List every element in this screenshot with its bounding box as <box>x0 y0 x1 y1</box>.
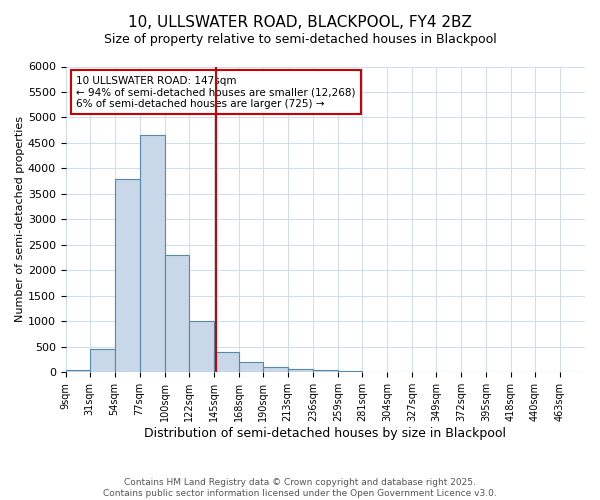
Text: 10 ULLSWATER ROAD: 147sqm
← 94% of semi-detached houses are smaller (12,268)
6% : 10 ULLSWATER ROAD: 147sqm ← 94% of semi-… <box>76 76 356 109</box>
Bar <box>239 362 263 372</box>
Y-axis label: Number of semi-detached properties: Number of semi-detached properties <box>15 116 25 322</box>
Text: Contains HM Land Registry data © Crown copyright and database right 2025.
Contai: Contains HM Land Registry data © Crown c… <box>103 478 497 498</box>
Text: Size of property relative to semi-detached houses in Blackpool: Size of property relative to semi-detach… <box>104 32 496 46</box>
Text: 10, ULLSWATER ROAD, BLACKPOOL, FY4 2BZ: 10, ULLSWATER ROAD, BLACKPOOL, FY4 2BZ <box>128 15 472 30</box>
Bar <box>165 255 188 372</box>
Bar <box>140 136 165 372</box>
Bar <box>115 178 140 372</box>
Bar <box>288 368 313 372</box>
Bar <box>313 370 338 372</box>
Bar <box>214 352 239 372</box>
X-axis label: Distribution of semi-detached houses by size in Blackpool: Distribution of semi-detached houses by … <box>145 427 506 440</box>
Bar <box>65 370 89 372</box>
Bar <box>89 350 115 372</box>
Bar <box>188 322 214 372</box>
Bar <box>338 371 362 372</box>
Bar <box>263 367 288 372</box>
